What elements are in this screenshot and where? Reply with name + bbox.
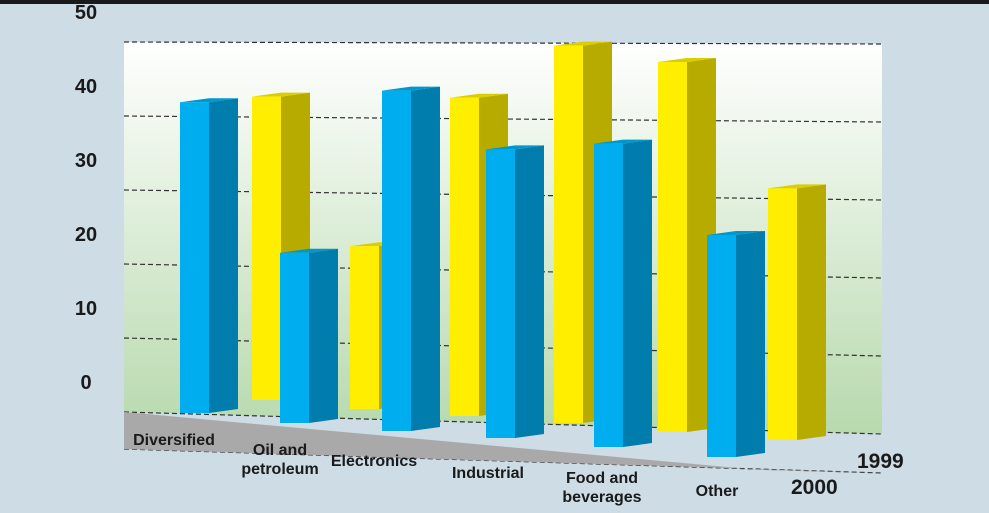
bar-2000-5 bbox=[707, 231, 765, 457]
bar-side bbox=[736, 231, 765, 457]
bar-side bbox=[797, 184, 826, 440]
bar-1999-5 bbox=[768, 184, 826, 440]
bar-2000-0 bbox=[180, 98, 238, 413]
bar-front bbox=[252, 96, 281, 400]
x-tick-label: Diversified bbox=[133, 432, 215, 449]
bar-top bbox=[707, 231, 765, 235]
bar-front bbox=[450, 97, 479, 417]
bar-top bbox=[382, 86, 440, 91]
bar-side bbox=[209, 98, 238, 413]
bar-top bbox=[658, 58, 716, 62]
bar-top bbox=[768, 184, 826, 189]
x-tick-label: Other bbox=[696, 483, 739, 500]
bar-front bbox=[180, 102, 209, 413]
bar-2000-1 bbox=[280, 248, 338, 423]
bar-top bbox=[486, 145, 544, 150]
y-tick-label: 20 bbox=[75, 224, 97, 246]
x-tick-label: Food and beverages bbox=[562, 470, 641, 506]
series-label-1999: 1999 bbox=[857, 450, 904, 473]
bar-1999-4 bbox=[658, 58, 716, 432]
y-tick-label: 30 bbox=[75, 150, 97, 172]
bar-top bbox=[450, 93, 508, 98]
bar-front bbox=[768, 188, 797, 440]
y-tick-label: 40 bbox=[75, 76, 97, 98]
bar-front bbox=[594, 143, 623, 447]
bar-top bbox=[252, 92, 310, 97]
x-tick-label: Electronics bbox=[331, 453, 417, 470]
gridline bbox=[123, 41, 883, 45]
bar-2000-4 bbox=[594, 139, 652, 447]
bar-side bbox=[623, 139, 652, 447]
bar-side bbox=[411, 86, 440, 431]
bar-2000-2 bbox=[382, 86, 440, 431]
chart-floor bbox=[124, 412, 882, 473]
bar-top bbox=[180, 98, 238, 103]
bar-front bbox=[382, 90, 411, 431]
bar-side bbox=[309, 248, 338, 423]
bar-front bbox=[554, 45, 583, 423]
top-rule bbox=[0, 0, 989, 4]
bar-front bbox=[486, 149, 515, 438]
bar-side bbox=[515, 145, 544, 438]
bar-front bbox=[350, 246, 379, 409]
bar-2000-3 bbox=[486, 145, 544, 438]
y-tick-label: 50 bbox=[75, 2, 97, 24]
bar-front bbox=[658, 62, 687, 432]
bar-top bbox=[280, 248, 338, 253]
series-label-2000: 2000 bbox=[791, 476, 838, 499]
x-tick-label: Oil and petroleum bbox=[241, 442, 318, 478]
x-tick-label: Industrial bbox=[452, 465, 524, 482]
bar-top bbox=[594, 139, 652, 144]
y-tick-label: 10 bbox=[75, 298, 97, 320]
bar-front bbox=[707, 235, 736, 457]
bar-front bbox=[280, 252, 309, 423]
bar-top bbox=[554, 41, 612, 46]
y-tick-label: 0 bbox=[80, 372, 91, 394]
